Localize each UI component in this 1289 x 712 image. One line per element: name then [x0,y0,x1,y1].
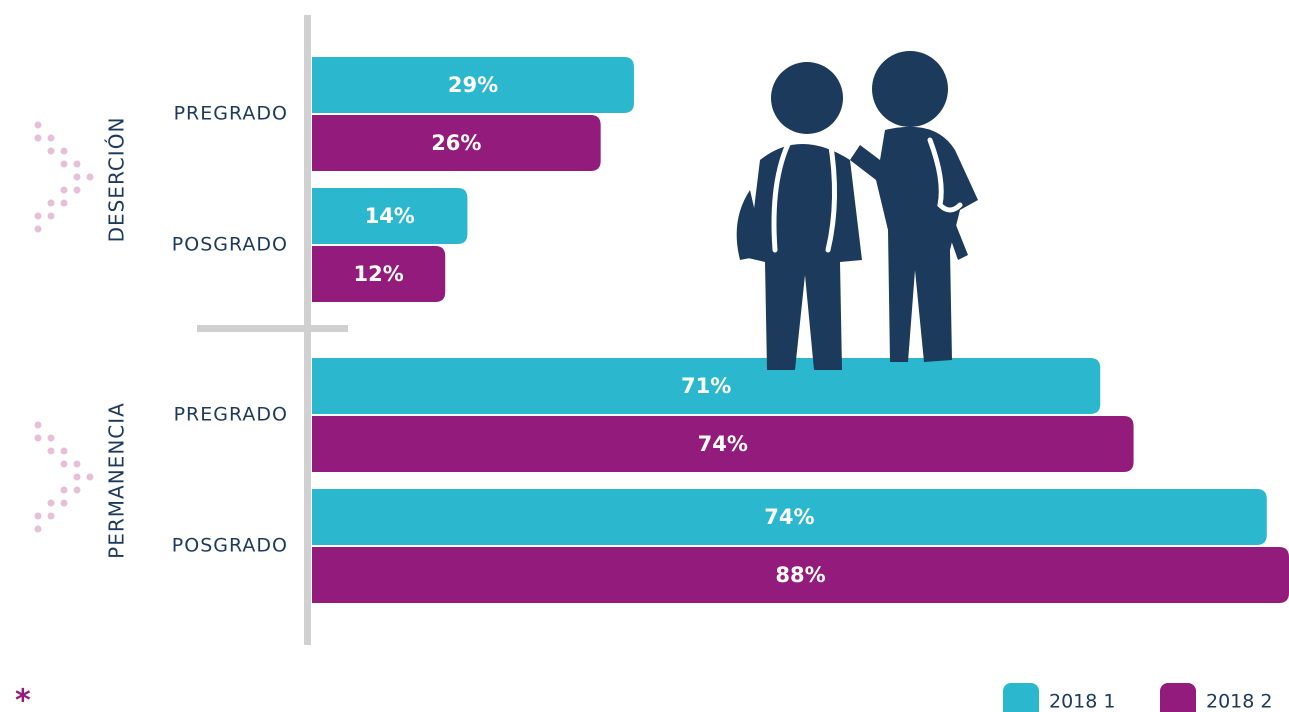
bar [312,115,601,171]
bars: 29% 26% 14% 12% 71% 74% 74% 88% [312,57,1289,603]
legend-swatch [1003,683,1039,712]
value-label: 12% [353,262,403,286]
category-label: POSGRADO [172,535,288,557]
legend-swatch [1160,683,1196,712]
bar [312,416,1134,472]
legend-label: 2018 1 [1049,691,1115,712]
bar [312,547,1289,603]
group-separator [197,325,348,332]
footnote-marker: * [15,684,31,712]
bar [312,246,446,302]
axis-decoration [197,15,348,645]
value-label: 14% [365,204,415,228]
legend-label: 2018 2 [1206,691,1272,712]
group-label: DESERCIÓN [105,117,129,243]
category-label: PREGRADO [174,404,288,426]
value-label: 74% [698,432,748,456]
dots-decoration [34,121,94,533]
bar [312,188,468,244]
bar [312,57,634,113]
value-label: 71% [681,374,731,398]
category-label: PREGRADO [174,103,288,125]
bar [312,489,1267,545]
students-outline [771,137,963,253]
group-label: PERMANENCIA [105,402,129,559]
legend: 2018 1 2018 2 [1003,683,1272,712]
category-label: POSGRADO [172,234,288,256]
value-label: 29% [448,73,498,97]
value-label: 26% [431,131,481,155]
bar [312,358,1101,414]
value-label: 88% [775,563,825,587]
value-label: 74% [764,505,814,529]
